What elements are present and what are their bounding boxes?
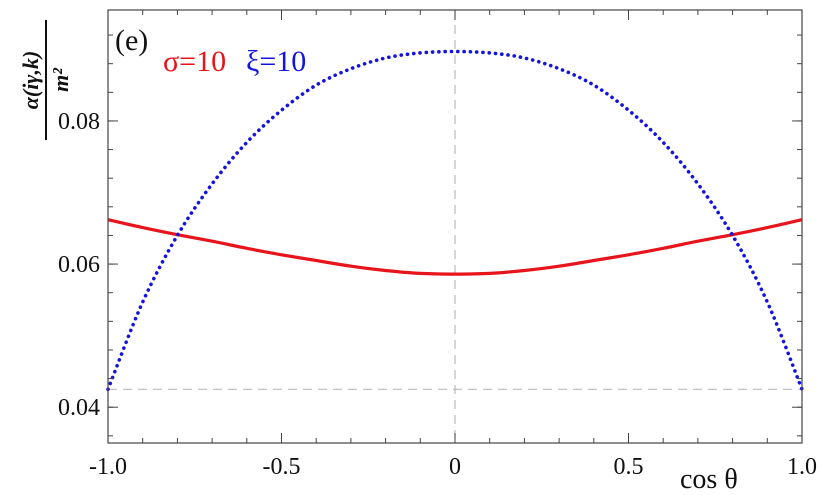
series-line-1 [106,49,804,392]
panel-label: (e) [115,24,148,57]
legend-sigma: σ=10 [163,45,226,78]
y-tick-label: 0.08 [58,109,100,135]
x-tick-label: -1.0 [89,454,127,480]
series-line-0 [107,218,803,276]
y-axis-label: α(iγ,k) m² [18,20,73,140]
x-tick-label: 0 [449,454,461,480]
y-tick-label: 0.04 [58,395,100,421]
y-axis-label-numerator: α(iγ,k) [18,51,43,110]
series-layer [106,49,804,392]
x-tick-label: -0.5 [263,454,301,480]
y-tick-label: 0.06 [58,252,100,278]
tick-layer: -1.0 -0.5 0 0.5 1.0 0.04 0.06 0.08 [58,10,817,480]
x-tick-label: 1.0 [787,454,817,480]
legend-xi: ξ=10 [246,45,306,78]
x-tick-label: 0.5 [614,454,644,480]
y-axis-label-denominator: m² [48,68,73,92]
x-axis-label: cos θ [680,464,738,495]
